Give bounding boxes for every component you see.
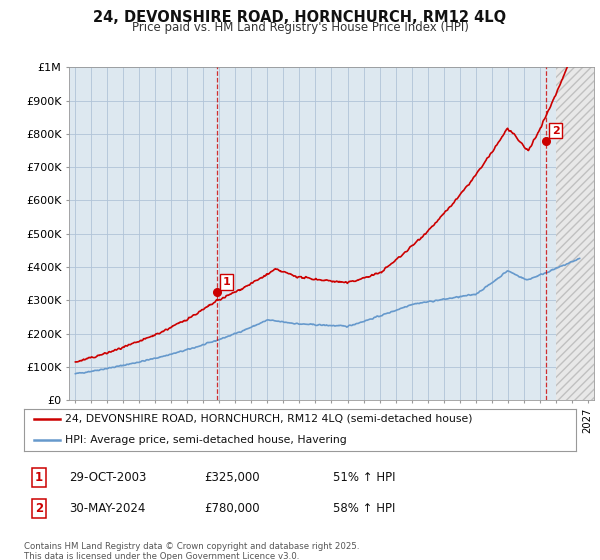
Text: 58% ↑ HPI: 58% ↑ HPI [333, 502, 395, 515]
Text: 2: 2 [552, 125, 560, 136]
Text: Price paid vs. HM Land Registry's House Price Index (HPI): Price paid vs. HM Land Registry's House … [131, 21, 469, 34]
Text: 1: 1 [35, 470, 43, 484]
Text: £325,000: £325,000 [204, 470, 260, 484]
Text: 24, DEVONSHIRE ROAD, HORNCHURCH, RM12 4LQ: 24, DEVONSHIRE ROAD, HORNCHURCH, RM12 4L… [94, 10, 506, 25]
Text: 24, DEVONSHIRE ROAD, HORNCHURCH, RM12 4LQ (semi-detached house): 24, DEVONSHIRE ROAD, HORNCHURCH, RM12 4L… [65, 414, 473, 424]
Text: £780,000: £780,000 [204, 502, 260, 515]
Bar [556, 67, 600, 400]
Text: HPI: Average price, semi-detached house, Havering: HPI: Average price, semi-detached house,… [65, 435, 347, 445]
Text: 51% ↑ HPI: 51% ↑ HPI [333, 470, 395, 484]
Text: 2: 2 [35, 502, 43, 515]
Text: 1: 1 [222, 277, 230, 287]
Text: 29-OCT-2003: 29-OCT-2003 [69, 470, 146, 484]
Bar [556, 67, 600, 400]
Text: 30-MAY-2024: 30-MAY-2024 [69, 502, 145, 515]
Text: Contains HM Land Registry data © Crown copyright and database right 2025.
This d: Contains HM Land Registry data © Crown c… [24, 542, 359, 560]
